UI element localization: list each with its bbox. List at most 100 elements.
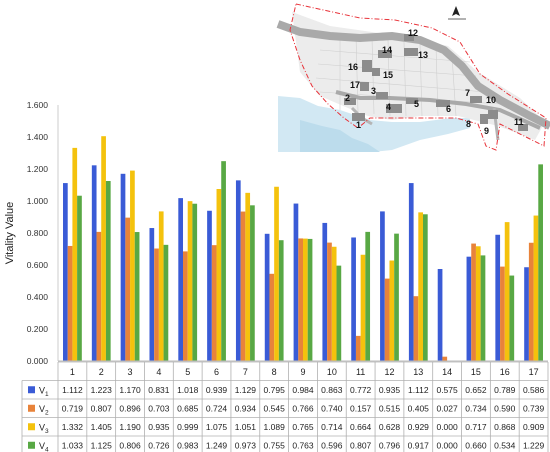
- bar-v4-5: [192, 203, 198, 361]
- bar-v3-1: [72, 147, 78, 361]
- table-cell-v4: 0.806: [119, 440, 141, 450]
- table-cell-v3: 0.717: [465, 422, 487, 432]
- y-axis-ticks: 0.000 0.200 0.400 0.600 0.800 1.000 1.200 1.400…: [27, 100, 49, 366]
- table-cell-v3: 1.190: [119, 422, 141, 432]
- table-cell-v2: 0.734: [465, 403, 487, 413]
- map-site-label: 7: [465, 88, 470, 98]
- bar-v2-6: [211, 245, 217, 361]
- bar-v2-3: [125, 217, 131, 361]
- table-cell-v1: 0.575: [436, 385, 458, 395]
- x-category-label: 16: [500, 367, 510, 377]
- map-site-label: 4: [386, 102, 391, 112]
- map-boundary-line: [289, 3, 547, 151]
- x-category-label: 3: [128, 367, 133, 377]
- bar-v1-1: [63, 183, 68, 361]
- table-cell-v2: 0.685: [177, 403, 199, 413]
- x-category-label: 8: [272, 367, 277, 377]
- legend-swatch-v2: [28, 404, 35, 412]
- bar-v1-4: [149, 228, 155, 361]
- table-cell-v3: 0.999: [177, 422, 199, 432]
- bar-v2-2: [96, 231, 102, 361]
- table-cell-v3: 0.664: [350, 422, 372, 432]
- bar-v1-8: [264, 233, 270, 361]
- map-site-label: 8: [466, 119, 471, 129]
- north-arrow-icon: [448, 6, 466, 20]
- map-site-label: 2: [345, 93, 350, 103]
- table-cell-v1: 1.129: [235, 385, 257, 395]
- y-tick-label: 0.600: [27, 260, 49, 270]
- map-site-label: 6: [446, 104, 451, 114]
- bar-v4-4: [163, 244, 169, 361]
- table-cell-v4: 0.763: [292, 440, 314, 450]
- bar-v4-10: [336, 265, 342, 361]
- bar-v2-14: [442, 356, 448, 361]
- bars-group: [63, 136, 543, 361]
- bar-v1-10: [322, 222, 328, 361]
- table-cell-v1: 1.018: [177, 385, 199, 395]
- y-tick-label: 0.000: [27, 356, 49, 366]
- x-category-label: 10: [327, 367, 337, 377]
- map-site-label: 12: [408, 28, 418, 38]
- table-cell-v4: 1.229: [523, 440, 545, 450]
- bar-v2-13: [413, 296, 419, 361]
- bar-v1-12: [380, 211, 385, 361]
- bar-v2-7: [240, 211, 246, 361]
- table-cell-v2: 0.405: [408, 403, 430, 413]
- x-category-label: 15: [471, 367, 481, 377]
- table-cell-v4: 0.755: [264, 440, 286, 450]
- map-site-label: 11: [514, 117, 524, 127]
- bar-v3-2: [101, 136, 106, 361]
- table-cell-v1: 1.112: [62, 385, 83, 395]
- table-cell-v2: 0.896: [119, 403, 141, 413]
- table-cell-v3: 0.909: [523, 422, 545, 432]
- x-category-label: 11: [356, 367, 365, 377]
- bar-v1-17: [524, 267, 529, 361]
- bar-v4-11: [365, 231, 371, 361]
- table-cell-v3: 0.868: [494, 422, 516, 432]
- map-site-label: 13: [418, 50, 428, 60]
- y-tick-label: 0.200: [27, 324, 49, 334]
- bar-v4-8: [278, 240, 284, 361]
- bar-v2-12: [384, 278, 390, 361]
- bar-v1-7: [235, 180, 241, 361]
- table-cell-v1: 0.586: [523, 385, 545, 395]
- bar-v2-17: [528, 242, 534, 361]
- table-cell-v4: 0.534: [494, 440, 516, 450]
- map-site-label: 14: [382, 45, 392, 55]
- table-cell-v4: 1.033: [62, 440, 84, 450]
- bar-v1-13: [408, 183, 414, 361]
- bar-v2-9: [298, 238, 303, 361]
- map-water-shore: [300, 120, 380, 152]
- bar-v2-5: [183, 251, 188, 361]
- bar-v1-5: [178, 198, 184, 361]
- table-cell-v4: 0.660: [465, 440, 487, 450]
- x-category-label: 7: [243, 367, 248, 377]
- table-cell-v4: 1.125: [91, 440, 113, 450]
- bar-v1-16: [495, 234, 501, 361]
- y-tick-label: 1.000: [27, 196, 49, 206]
- legend-label-v3: V3: [39, 422, 49, 435]
- bar-v3-7: [245, 192, 251, 361]
- table-cell-v2: 0.934: [235, 403, 257, 413]
- bar-v4-1: [77, 195, 82, 361]
- bar-v4-3: [134, 232, 140, 361]
- table-cell-v1: 0.652: [465, 385, 487, 395]
- bar-v2-15: [471, 243, 476, 361]
- legend-label-v2: V2: [39, 404, 49, 417]
- bar-v1-15: [466, 256, 472, 361]
- legend-swatch-v3: [28, 423, 35, 431]
- table-cell-v1: 0.789: [494, 385, 516, 395]
- bar-v4-6: [221, 161, 226, 361]
- map-secondary-road: [335, 90, 541, 130]
- bar-v4-7: [250, 205, 255, 361]
- table-cell-v2: 0.157: [350, 403, 372, 413]
- table-cell-v3: 1.332: [62, 422, 84, 432]
- bar-v1-2: [91, 165, 97, 361]
- bar-v3-8: [274, 186, 279, 361]
- table-cell-v4: 0.726: [148, 440, 170, 450]
- table-cell-v4: 0.000: [436, 440, 458, 450]
- bar-v4-12: [394, 233, 399, 361]
